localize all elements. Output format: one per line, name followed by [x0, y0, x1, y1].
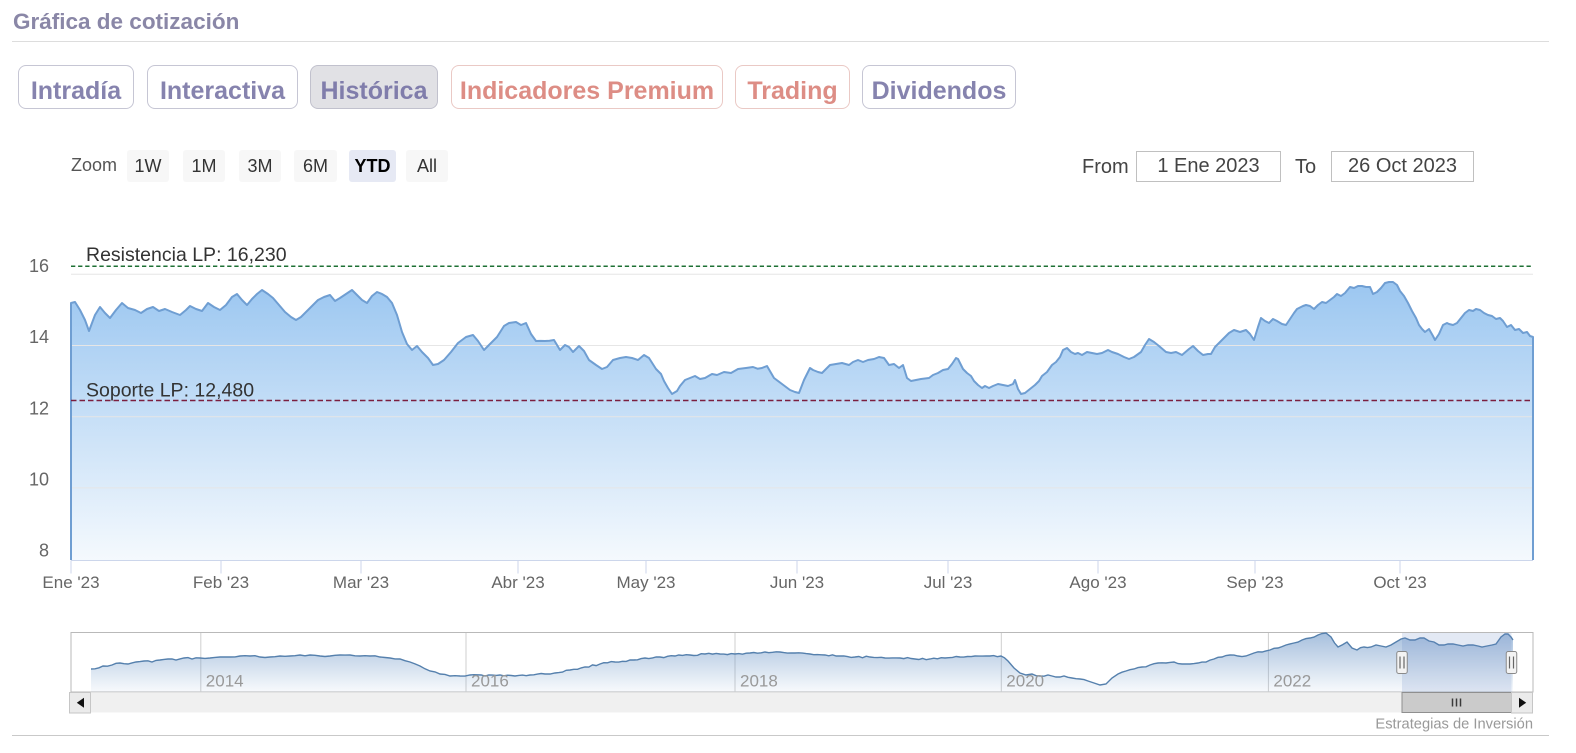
svg-text:May '23: May '23	[617, 573, 676, 592]
svg-text:Resistencia LP: 16,230: Resistencia LP: 16,230	[86, 244, 287, 266]
svg-text:Estrategias de Inversión: Estrategias de Inversión	[1375, 717, 1533, 733]
svg-text:Jun '23: Jun '23	[770, 573, 824, 592]
svg-text:Ago '23: Ago '23	[1069, 573, 1126, 592]
svg-text:2016: 2016	[471, 672, 509, 691]
svg-text:Soporte LP: 12,480: Soporte LP: 12,480	[86, 380, 254, 402]
svg-text:Abr '23: Abr '23	[491, 573, 544, 592]
svg-text:14: 14	[29, 327, 49, 347]
svg-text:Oct '23: Oct '23	[1373, 573, 1426, 592]
svg-text:2014: 2014	[206, 672, 244, 691]
svg-text:Sep '23: Sep '23	[1226, 573, 1283, 592]
svg-text:Mar '23: Mar '23	[333, 573, 389, 592]
svg-text:Jul '23: Jul '23	[924, 573, 973, 592]
svg-text:Ene '23: Ene '23	[42, 573, 99, 592]
svg-text:10: 10	[29, 470, 49, 490]
svg-text:2022: 2022	[1273, 672, 1311, 691]
svg-text:12: 12	[29, 398, 49, 418]
svg-text:Feb '23: Feb '23	[193, 573, 249, 592]
svg-text:8: 8	[39, 541, 49, 561]
svg-text:16: 16	[29, 256, 49, 276]
svg-text:2018: 2018	[740, 672, 778, 691]
svg-text:2020: 2020	[1006, 672, 1044, 691]
